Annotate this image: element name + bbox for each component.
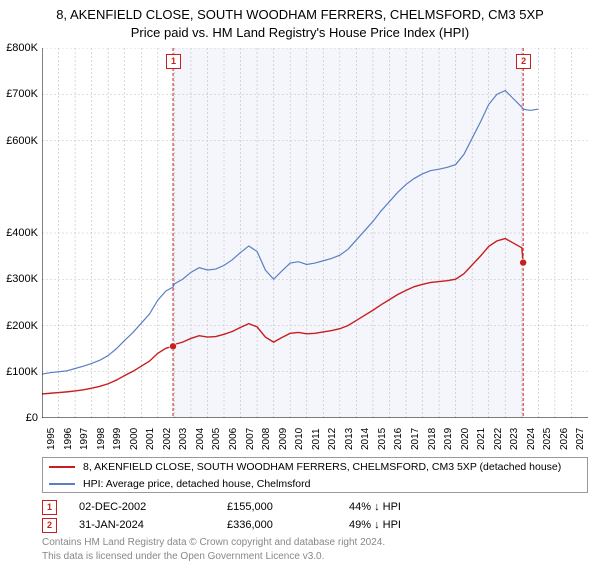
- x-axis-tick: 2018: [427, 428, 438, 450]
- attribution: Contains HM Land Registry data © Crown c…: [42, 536, 385, 563]
- sale-marker: 1: [42, 500, 57, 515]
- x-axis-tick: 1999: [112, 428, 123, 450]
- sales-table: 1 02-DEC-2002£155,00044% ↓ HPI 2 31-JAN-202…: [42, 498, 479, 534]
- x-axis-tick: 2016: [393, 428, 404, 450]
- x-axis-tick: 2015: [377, 428, 388, 450]
- legend-swatch: [49, 483, 75, 485]
- legend-label: HPI: Average price, detached house, Chel…: [83, 478, 310, 490]
- x-axis-tick: 2009: [278, 428, 289, 450]
- y-axis-tick: £0: [26, 412, 38, 424]
- x-axis-tick: 2022: [493, 428, 504, 450]
- sale-row: 1 02-DEC-2002£155,00044% ↓ HPI: [42, 498, 479, 516]
- x-axis-tick: 2006: [228, 428, 239, 450]
- x-axis-tick: 2020: [460, 428, 471, 450]
- x-axis-tick: 1997: [79, 428, 90, 450]
- x-axis-tick: 1998: [96, 428, 107, 450]
- x-axis-tick: 2012: [327, 428, 338, 450]
- chart-title: 8, AKENFIELD CLOSE, SOUTH WOODHAM FERRER…: [0, 0, 600, 41]
- x-axis-tick: 2001: [145, 428, 156, 450]
- legend: 8, AKENFIELD CLOSE, SOUTH WOODHAM FERRER…: [42, 457, 588, 493]
- x-axis-tick: 1995: [46, 428, 57, 450]
- sale-row: 2 31-JAN-2024£336,00049% ↓ HPI: [42, 516, 479, 534]
- x-axis-tick: 2014: [360, 428, 371, 450]
- y-axis-tick: £200K: [6, 320, 38, 332]
- sale-price: £336,000: [227, 519, 349, 531]
- sale-date: 02-DEC-2002: [79, 501, 227, 513]
- chart-area: [42, 48, 588, 418]
- x-axis-tick: 2010: [294, 428, 305, 450]
- line-chart: [42, 48, 588, 418]
- y-axis-tick: £800K: [6, 42, 38, 54]
- sale-marker: 2: [42, 518, 57, 533]
- y-axis-tick: £400K: [6, 227, 38, 239]
- event-marker: 1: [166, 54, 181, 69]
- x-axis-tick: 2017: [410, 428, 421, 450]
- legend-item: 8, AKENFIELD CLOSE, SOUTH WOODHAM FERRER…: [43, 458, 587, 475]
- x-axis-tick: 2003: [178, 428, 189, 450]
- x-axis-tick: 2019: [443, 428, 454, 450]
- x-axis-tick: 1996: [63, 428, 74, 450]
- x-axis-tick: 2007: [245, 428, 256, 450]
- y-axis-tick: £600K: [6, 135, 38, 147]
- x-axis-tick: 2002: [162, 428, 173, 450]
- x-axis-tick: 2021: [476, 428, 487, 450]
- legend-item: HPI: Average price, detached house, Chel…: [43, 475, 587, 492]
- legend-swatch: [49, 466, 75, 468]
- event-marker: 2: [516, 54, 531, 69]
- x-axis-tick: 2013: [344, 428, 355, 450]
- x-axis-tick: 2027: [575, 428, 586, 450]
- x-axis-tick: 2011: [311, 428, 322, 450]
- x-axis-tick: 2025: [542, 428, 553, 450]
- x-axis-tick: 2005: [211, 428, 222, 450]
- legend-label: 8, AKENFIELD CLOSE, SOUTH WOODHAM FERRER…: [83, 461, 561, 473]
- sale-delta: 44% ↓ HPI: [349, 501, 479, 513]
- x-axis-tick: 2024: [526, 428, 537, 450]
- sale-delta: 49% ↓ HPI: [349, 519, 479, 531]
- x-axis-tick: 2000: [129, 428, 140, 450]
- x-axis-tick: 2008: [261, 428, 272, 450]
- sale-price: £155,000: [227, 501, 349, 513]
- y-axis-tick: £100K: [6, 366, 38, 378]
- x-axis-tick: 2004: [195, 428, 206, 450]
- x-axis-tick: 2026: [559, 428, 570, 450]
- y-axis-tick: £700K: [6, 88, 38, 100]
- y-axis-tick: £300K: [6, 273, 38, 285]
- sale-date: 31-JAN-2024: [79, 519, 227, 531]
- x-axis-tick: 2023: [509, 428, 520, 450]
